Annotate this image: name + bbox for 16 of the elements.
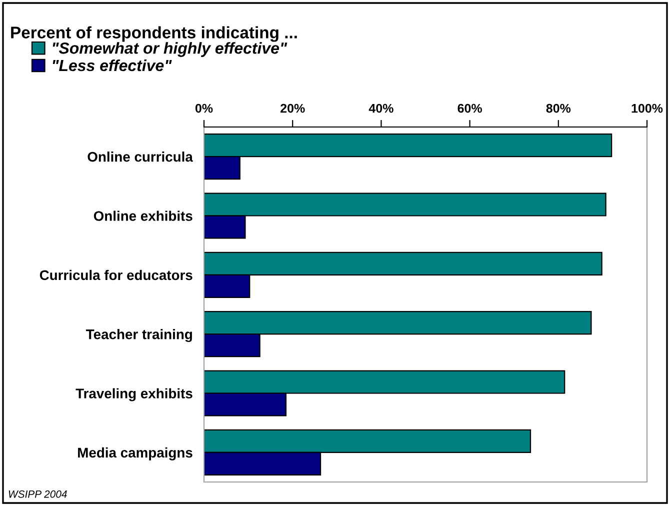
y-tick-label: Online exhibits <box>94 210 192 221</box>
x-tick-label: 80% <box>546 104 571 113</box>
legend-label: "Less effective" <box>52 59 172 72</box>
x-tick-label: 0% <box>195 104 213 113</box>
x-tick-label: 20% <box>280 104 305 113</box>
y-tick-label: Media campaigns <box>78 447 192 460</box>
y-tick-label: Online curricula <box>88 152 193 162</box>
x-tick-label: 40% <box>368 104 394 113</box>
chart-title: Percent of respondents indicating ... <box>11 26 297 42</box>
text: WSIPP 2004 <box>8 490 67 498</box>
legend-label: "Somewhat or highly effective" <box>52 42 288 57</box>
y-tick-label: Curricula for educators <box>40 270 192 280</box>
y-tick-label: Teacher training <box>86 329 192 342</box>
x-tick-label: 60% <box>458 104 482 113</box>
y-tick-label: Traveling exhibits <box>76 388 192 402</box>
x-tick-label: 100% <box>632 104 663 113</box>
